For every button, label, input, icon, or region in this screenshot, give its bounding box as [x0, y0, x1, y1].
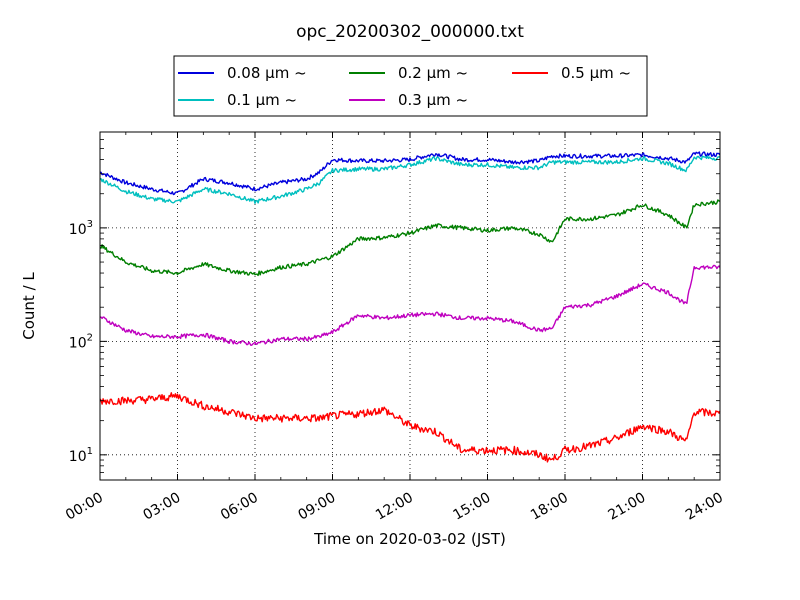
- series-group: [99, 151, 721, 463]
- y-tick-label: 101: [69, 446, 93, 465]
- legend-label-1: 0.1 μm ~: [227, 91, 297, 109]
- y-tick-label: 102: [69, 332, 93, 351]
- grid-lines: [100, 132, 720, 480]
- x-axis-label: Time on 2020-03-02 (JST): [313, 530, 506, 548]
- x-tick-label: 15:00: [451, 490, 494, 524]
- x-tick-label: 09:00: [296, 490, 339, 524]
- legend: 0.08 μm ~ 0.1 μm ~ 0.2 μm ~ 0.3 μm ~ 0.5 μm …: [173, 55, 648, 117]
- y-tick-label: 103: [69, 219, 93, 238]
- legend-label-3: 0.3 μm ~: [398, 91, 468, 109]
- x-tick-label: 12:00: [373, 490, 416, 524]
- y-axis: 101 102 103: [69, 131, 720, 481]
- series-line-3: [99, 264, 721, 346]
- x-tick-label: 18:00: [528, 490, 571, 524]
- x-tick-label: 06:00: [218, 490, 261, 524]
- y-axis-label: Count / L: [20, 272, 38, 340]
- series-line-0: [99, 151, 721, 196]
- x-tick-label: 03:00: [141, 490, 184, 524]
- legend-label-4: 0.5 μm ~: [561, 64, 631, 82]
- x-tick-label: 00:00: [63, 490, 106, 524]
- legend-label-0: 0.08 μm ~: [227, 64, 307, 82]
- series-line-4: [99, 392, 721, 463]
- x-tick-label: 21:00: [606, 490, 649, 524]
- series-line-2: [99, 199, 720, 277]
- x-tick-label: 24:00: [683, 490, 726, 524]
- legend-box: [173, 55, 648, 117]
- chart-title: opc_20200302_000000.txt: [296, 22, 524, 42]
- series-line-1: [99, 155, 721, 205]
- legend-label-2: 0.2 μm ~: [398, 64, 468, 82]
